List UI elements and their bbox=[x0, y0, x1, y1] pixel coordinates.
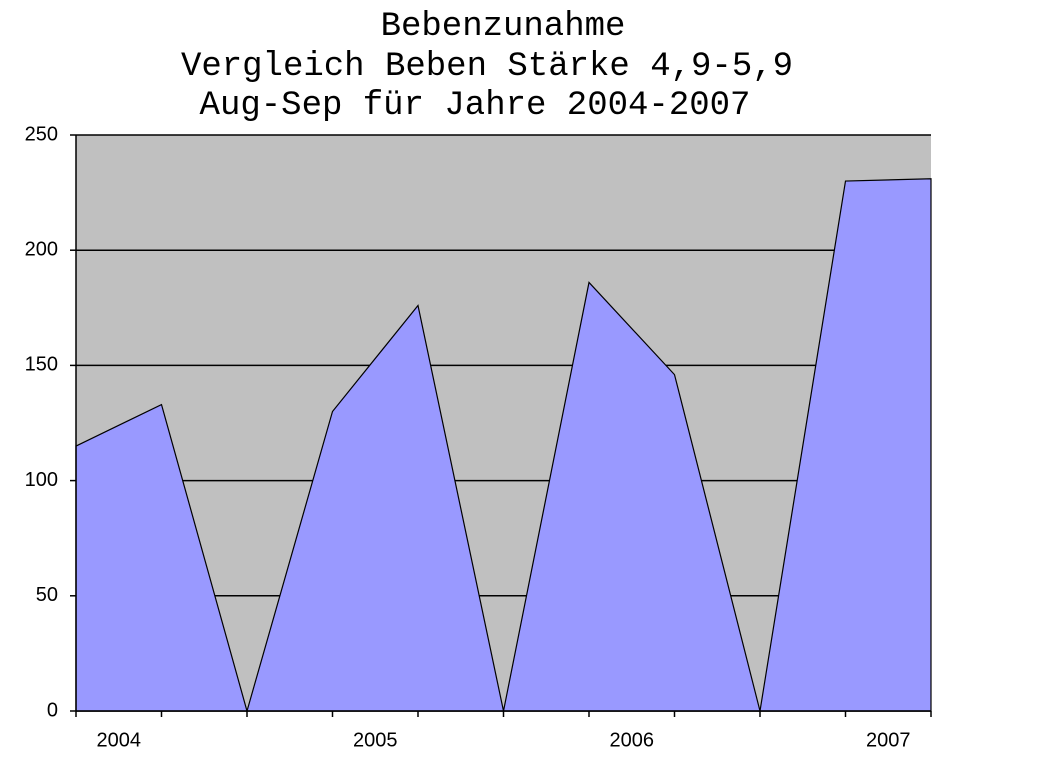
x-tick-label: 2007 bbox=[866, 729, 911, 751]
chart-title: Bebenzunahme bbox=[381, 8, 626, 46]
chart-title: Aug-Sep für Jahre 2004-2007 bbox=[200, 87, 751, 125]
y-tick-label: 100 bbox=[25, 469, 58, 491]
y-tick-label: 50 bbox=[36, 584, 58, 606]
x-tick-label: 2004 bbox=[97, 729, 142, 751]
x-tick-label: 2006 bbox=[610, 729, 655, 751]
y-tick-label: 250 bbox=[25, 123, 58, 145]
y-tick-label: 0 bbox=[47, 699, 58, 721]
x-tick-label: 2005 bbox=[353, 729, 398, 751]
y-tick-label: 200 bbox=[25, 238, 58, 260]
chart-title: Vergleich Beben Stärke 4,9-5,9 bbox=[181, 48, 793, 86]
area bbox=[75, 178, 932, 714]
y-tick-label: 150 bbox=[25, 354, 58, 376]
